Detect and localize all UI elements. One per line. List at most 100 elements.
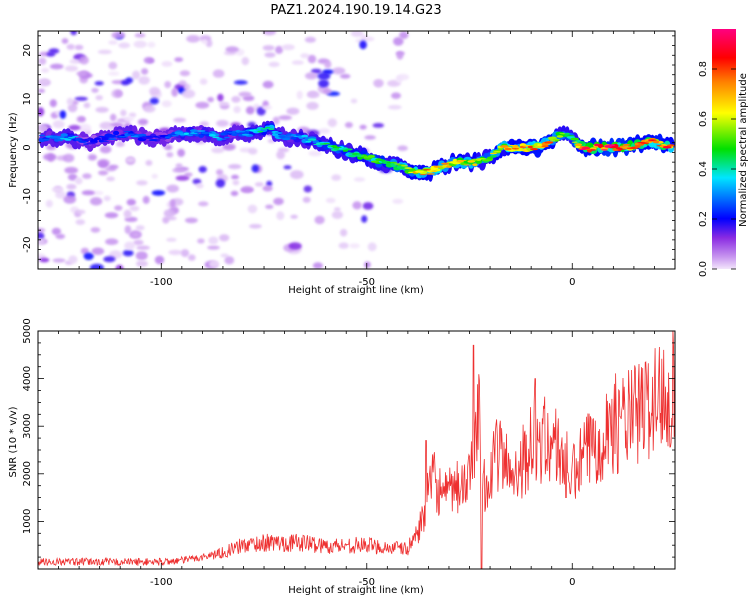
noise-blob (222, 143, 236, 151)
noise-blob (218, 101, 230, 107)
x-tick-label: -100 (150, 577, 173, 588)
noise-blob (66, 44, 75, 50)
noise-blob (97, 160, 109, 169)
noise-blob (254, 182, 264, 187)
noise-blob (322, 88, 332, 95)
noise-blob (52, 120, 65, 129)
noise-blob (163, 209, 175, 218)
ridge-cell (441, 162, 450, 165)
noise-blob (143, 57, 154, 64)
noise-blob (199, 35, 212, 42)
ridge-cell (586, 148, 593, 150)
x-tick-label: 0 (569, 277, 575, 288)
ridge-cell (487, 156, 493, 160)
noise-blob (151, 173, 158, 179)
noise-blob (64, 65, 79, 72)
noise-blob (353, 177, 366, 182)
noise-blob (66, 183, 77, 190)
noise-blob (133, 40, 147, 48)
noise-blob (74, 177, 83, 185)
noise-blob (52, 258, 66, 263)
noise-blob (225, 46, 239, 53)
noise-blob (46, 51, 56, 57)
noise-blob (103, 195, 111, 202)
noise-blob (135, 225, 145, 231)
noise-blob (154, 255, 165, 265)
noise-blob (361, 36, 375, 42)
noise-blob (51, 227, 62, 236)
colorbar-ticks: 0.0 0.2 0.4 0.6 0.8 (698, 61, 736, 277)
ridge-cell (389, 161, 398, 164)
noise-blob (272, 116, 280, 125)
noise-blob (288, 242, 302, 250)
noise-blob (110, 113, 117, 122)
ridge-cell (645, 140, 653, 142)
noise-blob (399, 31, 409, 39)
noise-blob (331, 210, 343, 219)
noise-blob (172, 167, 186, 173)
noise-blob (145, 160, 153, 166)
ridge-cell (529, 148, 539, 151)
noise-blob (95, 106, 109, 113)
ridge-cell (126, 133, 135, 136)
ridge-cell (90, 141, 98, 144)
ridge-cell (164, 136, 172, 139)
y-tick-label: 4000 (22, 366, 33, 391)
noise-blob (175, 163, 183, 168)
noise-blob (103, 256, 116, 263)
ridge-cell (41, 139, 50, 141)
noise-blob (228, 164, 242, 170)
noise-blob (286, 107, 300, 115)
ridge-cell (231, 133, 238, 136)
noise-blob (262, 31, 277, 36)
noise-blob (38, 124, 49, 132)
ridge-cell (370, 160, 380, 163)
noise-blob (333, 207, 341, 212)
noise-blob (161, 100, 172, 108)
ridge-cell (323, 143, 331, 145)
noise-blob (364, 261, 371, 269)
snr-series-line (38, 331, 675, 569)
noise-blob (117, 140, 124, 146)
noise-blob (87, 154, 97, 161)
snr-panel: -100 -50 0 1000 2000 3000 4000 5000 Height of … (8, 318, 676, 596)
noise-blob (67, 103, 78, 113)
noise-blob (300, 53, 310, 59)
noise-blob (136, 180, 148, 186)
ridge-cell (382, 161, 391, 163)
ridge-cell (590, 149, 596, 151)
noise-blob (138, 76, 150, 85)
noise-blob (224, 256, 235, 265)
noise-blob (216, 119, 229, 127)
ridge-cell (75, 140, 83, 141)
noise-blob (95, 95, 103, 101)
noise-blob (105, 238, 119, 245)
ridge-cell (98, 135, 105, 138)
noise-blob (303, 185, 312, 193)
colorbar-label: Normalized spectral amplitude (738, 73, 749, 227)
noise-blob (63, 195, 77, 204)
noise-blob (38, 57, 47, 65)
ridge-cell (279, 135, 286, 139)
noise-blob (174, 57, 184, 62)
noise-blob (66, 97, 74, 106)
noise-blob (307, 54, 317, 64)
noise-blob (215, 179, 226, 188)
ridge-cell (574, 143, 583, 147)
ridge-cell (301, 134, 309, 138)
noise-blob (198, 201, 209, 207)
noise-blob (147, 41, 156, 48)
ridge-cell (527, 145, 533, 149)
ridge-cell (446, 165, 452, 168)
noise-blob (178, 80, 187, 86)
noise-blob (123, 209, 132, 219)
ridge-cell (189, 129, 198, 133)
noise-blob (90, 227, 101, 233)
noise-blob (233, 80, 248, 85)
y-tick-label: 5000 (22, 318, 33, 343)
noise-blob (55, 233, 66, 240)
noise-blob (166, 152, 174, 158)
ridge-cell (489, 152, 497, 155)
